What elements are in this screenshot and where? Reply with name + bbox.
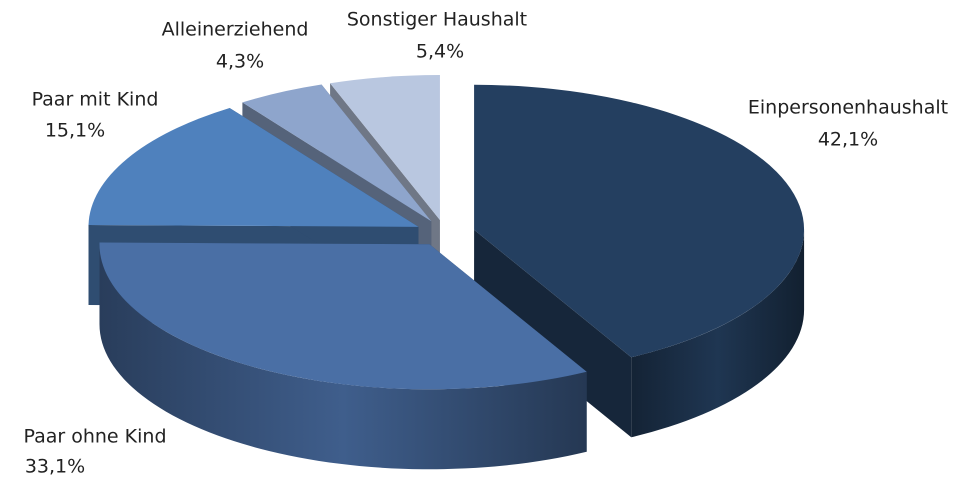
slice-side — [474, 229, 632, 438]
slice — [474, 84, 805, 358]
value-label: 15,1% — [45, 120, 105, 142]
slice — [99, 242, 587, 390]
category-label: Alleinerziehend — [162, 19, 309, 41]
slice-side — [631, 229, 805, 438]
value-label: 4,3% — [216, 51, 264, 73]
value-label: 33,1% — [25, 456, 85, 478]
category-label: Sonstiger Haushalt — [347, 9, 527, 31]
slice — [88, 107, 419, 227]
slice — [242, 84, 432, 222]
category-label: Paar mit Kind — [32, 89, 159, 111]
category-label: Einpersonenhaushalt — [748, 97, 948, 119]
category-label: Paar ohne Kind — [23, 426, 166, 448]
slice — [330, 75, 440, 221]
slice-side — [99, 244, 587, 470]
value-label: 5,4% — [416, 41, 464, 63]
value-label: 42,1% — [818, 129, 878, 151]
